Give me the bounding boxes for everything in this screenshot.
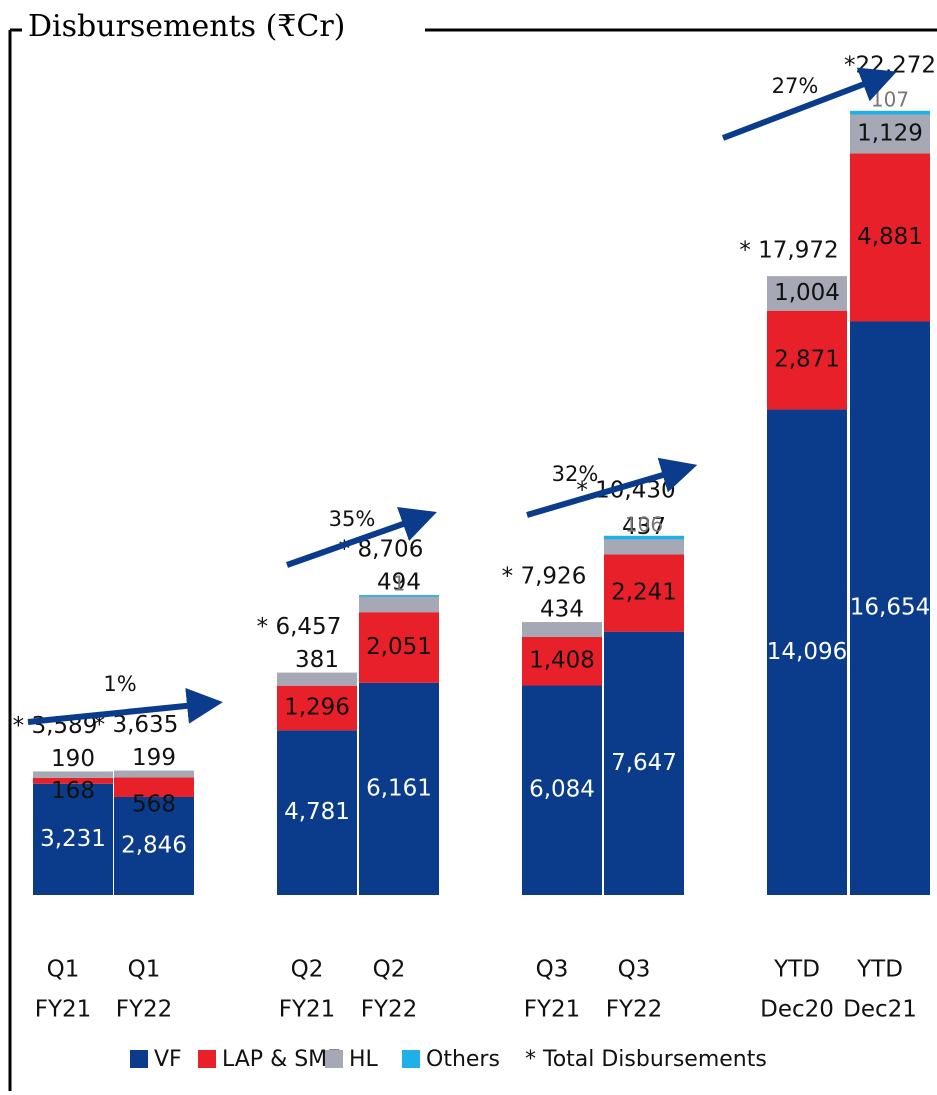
bar-segment [604, 535, 684, 540]
value-label: 1,296 [284, 695, 350, 721]
value-label: 434 [540, 597, 584, 623]
bar-segment [277, 730, 357, 895]
value-label: 568 [132, 791, 176, 817]
bar-segment [850, 321, 930, 895]
growth-arrow [526, 457, 698, 518]
bar-segment [767, 310, 847, 410]
x-tick-label: Q3 [618, 957, 651, 983]
bar-segment [359, 612, 439, 683]
bar-segment [767, 276, 847, 311]
bar-segment [850, 114, 930, 154]
x-tick-label: Dec21 [843, 997, 917, 1023]
value-label: 1,004 [774, 280, 840, 306]
value-label: 381 [295, 647, 339, 673]
value-label: 494 [377, 570, 421, 596]
legend-label: LAP & SME [222, 1047, 341, 1072]
value-label: 1,408 [529, 648, 595, 674]
total-label: * 6,457 [257, 614, 342, 640]
legend-swatch [402, 1050, 420, 1068]
x-tick-label: FY21 [279, 997, 336, 1023]
legend-label: HL [349, 1047, 379, 1072]
x-tick-label: Q1 [128, 957, 161, 983]
legend-label: Others [426, 1047, 500, 1072]
legend-label: * Total Disbursements [525, 1047, 767, 1072]
value-label: 3,231 [40, 826, 106, 852]
x-tick-label: FY22 [116, 997, 173, 1023]
value-label: 14,096 [767, 639, 847, 665]
bar-segment [33, 771, 113, 778]
x-tick-label: Q1 [47, 957, 80, 983]
value-label: 199 [132, 745, 176, 771]
legend-swatch [325, 1050, 343, 1068]
growth-label: 27% [772, 74, 819, 98]
bar-segment [850, 110, 930, 115]
value-label: 6,084 [529, 777, 595, 803]
value-label: 2,846 [121, 832, 187, 858]
bar-segment [114, 777, 194, 797]
value-label: 1 [393, 572, 406, 596]
x-tick-label: Q2 [373, 957, 406, 983]
x-tick-label: FY22 [361, 997, 418, 1023]
bar-segment [114, 770, 194, 778]
value-label: 190 [51, 746, 95, 772]
value-label: 2,241 [611, 580, 677, 606]
total-label: * 7,926 [502, 564, 587, 590]
bar-segment [522, 685, 602, 895]
x-tick-label: FY22 [606, 997, 663, 1023]
bar-segment [277, 685, 357, 731]
x-tick-label: Q3 [536, 957, 569, 983]
growth-label: 32% [552, 462, 599, 486]
value-label: 437 [622, 514, 666, 540]
x-tick-label: FY21 [524, 997, 581, 1023]
growth-arrow [286, 507, 437, 568]
x-tick-label: YTD [856, 957, 903, 983]
bar-segment [604, 539, 684, 555]
bar-segment [604, 631, 684, 895]
x-tick-label: FY21 [35, 997, 92, 1023]
value-label: 4,781 [284, 799, 350, 825]
total-label: *22,272 [844, 52, 936, 78]
value-label: 4,881 [857, 224, 923, 250]
bar-segment [33, 783, 113, 895]
bar-segment [522, 622, 602, 637]
value-label: 16,654 [850, 595, 930, 621]
legend-label: VF [154, 1047, 182, 1072]
bar-segment [767, 409, 847, 895]
total-label: * 17,972 [739, 238, 838, 264]
bar-segment [277, 672, 357, 686]
bar-segment [522, 636, 602, 686]
value-label: 7,647 [611, 750, 677, 776]
legend-swatch [130, 1050, 148, 1068]
value-label: 106 [625, 512, 663, 536]
x-tick-label: Dec20 [760, 997, 834, 1023]
growth-label: 1% [103, 672, 136, 696]
bar-segment [359, 595, 439, 613]
legend-swatch [198, 1050, 216, 1068]
bar-segment [33, 777, 113, 784]
growth-label: 35% [329, 507, 376, 531]
x-tick-label: YTD [773, 957, 820, 983]
growth-arrow [27, 687, 223, 725]
value-label: 6,161 [366, 775, 432, 801]
x-tick-label: Q2 [291, 957, 324, 983]
bar-segment [359, 595, 439, 597]
value-label: 2,871 [774, 347, 840, 373]
value-label: 107 [871, 87, 909, 111]
growth-arrow [721, 67, 897, 141]
bar-segment [850, 153, 930, 322]
bar-segment [604, 554, 684, 632]
bar-segment [359, 682, 439, 895]
bar-segment [114, 796, 194, 895]
value-label: 168 [51, 778, 95, 804]
value-label: 1,129 [857, 120, 923, 146]
value-label: 2,051 [366, 634, 432, 660]
chart-title: Disbursements (₹Cr) [28, 9, 345, 44]
